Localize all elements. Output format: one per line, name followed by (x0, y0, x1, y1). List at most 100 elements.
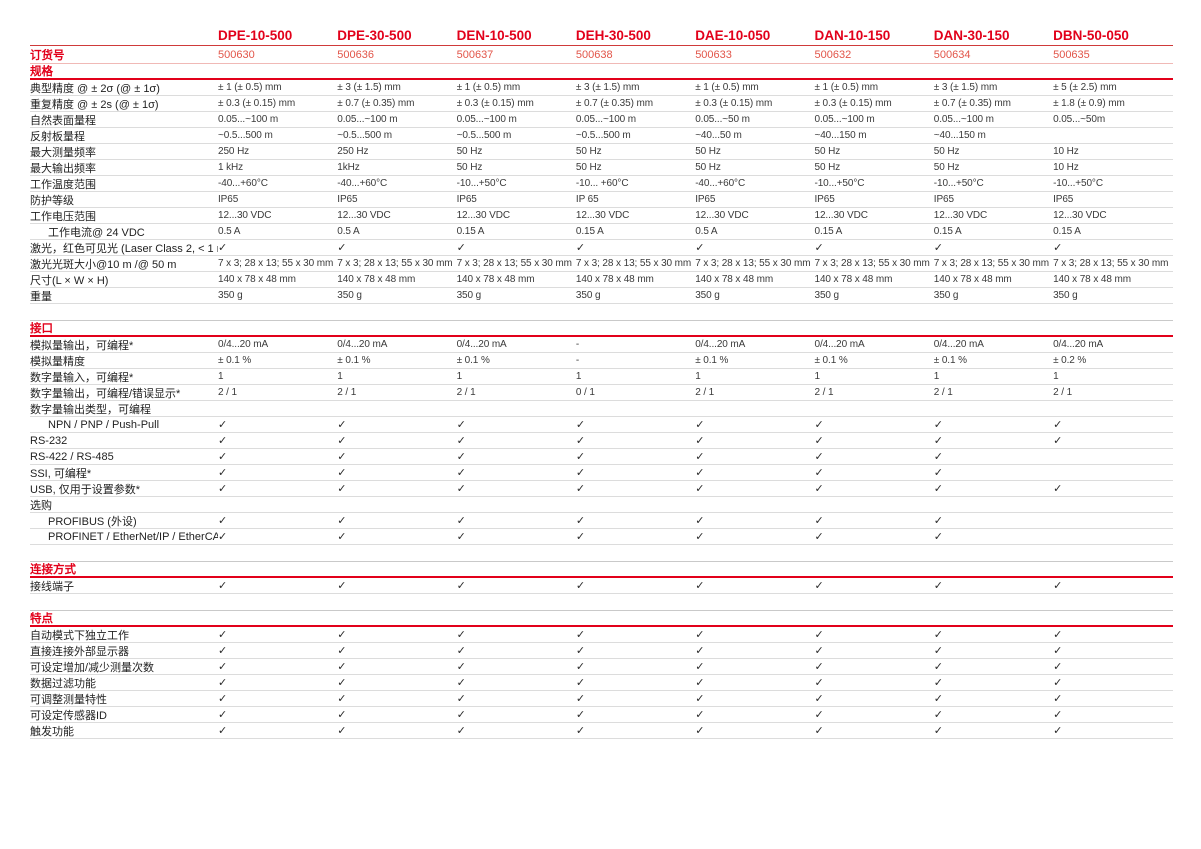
value-cell: 0.5 A (695, 226, 718, 237)
section-title: 规格 (30, 64, 1173, 80)
value-cell: 250 Hz (218, 146, 250, 157)
check-icon: ✓ (218, 693, 228, 705)
check-icon: ✓ (456, 709, 466, 721)
table-row: 激光光斑大小@10 m /@ 50 m 7 x 3; 28 x 13; 55 x … (30, 256, 1173, 272)
check-icon: ✓ (814, 693, 824, 705)
value-cell: 7 x 3; 28 x 13; 55 x 30 mm (575, 258, 692, 269)
row-label: 数据过滤功能 (30, 677, 96, 690)
check-icon: ✓ (456, 693, 466, 705)
value-cell: IP65 (218, 194, 239, 205)
check-icon: ✓ (1053, 629, 1063, 641)
check-icon: ✓ (814, 661, 824, 673)
check-icon: ✓ (575, 677, 586, 689)
row-label: 数字量输出类型，可编程 (30, 403, 151, 416)
column-header: DBN-50-050 (1053, 28, 1129, 43)
value-cell: 12...30 VDC (218, 210, 272, 221)
value-cell: 50 Hz (575, 162, 602, 173)
check-icon: ✓ (575, 661, 586, 673)
value-cell: 350 g (337, 290, 362, 301)
value-cell: 12...30 VDC (933, 210, 988, 221)
check-icon: ✓ (695, 419, 705, 431)
check-icon: ✓ (814, 709, 824, 721)
value-cell: ~40...150 m (814, 130, 867, 141)
row-label: 最大输出频率 (30, 162, 96, 175)
value-cell: 0.5 A (218, 226, 241, 237)
table-row: 工作电压范围 12...30 VDC 12...30 VDC 12...30 VDC 1… (30, 208, 1173, 224)
value-cell: IP65 (814, 194, 835, 205)
check-icon: ✓ (1053, 483, 1063, 495)
value-cell: ± 3 (± 1.5) mm (575, 82, 640, 93)
check-icon: ✓ (218, 483, 228, 495)
table-row: 可设定增加/减少测量次数 ✓ ✓ ✓ ✓ ✓ ✓ ✓ ✓ (30, 659, 1173, 675)
value-cell: 50 Hz (456, 162, 483, 173)
row-label: 自然表面量程 (30, 114, 96, 127)
check-icon: ✓ (218, 531, 228, 543)
table-row: 可调整测量特性 ✓ ✓ ✓ ✓ ✓ ✓ ✓ ✓ (30, 691, 1173, 707)
value-cell: ± 0.7 (± 0.35) mm (337, 98, 415, 109)
check-icon: ✓ (218, 661, 228, 673)
value-cell: ± 0.1 % (933, 355, 967, 366)
check-icon: ✓ (695, 580, 705, 592)
value-cell: IP65 (337, 194, 358, 205)
check-icon: ✓ (575, 693, 586, 705)
value-cell: -40...+60°C (218, 178, 268, 189)
check-icon: ✓ (933, 419, 943, 431)
value-cell: ± 0.1 % (695, 355, 729, 366)
value-cell: 350 g (575, 290, 601, 301)
value-cell: ± 0.3 (± 0.15) mm (695, 98, 773, 109)
row-label: 可设定增加/减少测量次数 (30, 661, 155, 674)
table-row: 数字量输出，可编程/错误显示* 2 / 1 2 / 1 2 / 1 0 / 1 2 / 1… (30, 385, 1173, 401)
value-cell: -10...+50°C (456, 178, 507, 189)
check-icon: ✓ (695, 709, 705, 721)
column-header-row: DPE-10-500 DPE-30-500 DEN-10-500 DEH-30-500… (30, 25, 1173, 45)
check-icon: ✓ (695, 467, 705, 479)
check-icon: ✓ (695, 693, 705, 705)
value-cell: 7 x 3; 28 x 13; 55 x 30 mm (814, 258, 930, 269)
check-icon: ✓ (933, 435, 943, 447)
row-label: RS-422 / RS-485 (30, 450, 114, 463)
order-number: 500636 (337, 48, 375, 61)
check-icon: ✓ (218, 677, 228, 689)
check-icon: ✓ (456, 629, 466, 641)
check-icon: ✓ (575, 580, 586, 592)
check-icon: ✓ (933, 709, 943, 721)
value-cell: 250 Hz (337, 146, 369, 157)
value-cell: 2 / 1 (814, 387, 834, 398)
value-cell: 2 / 1 (456, 387, 476, 398)
check-icon: ✓ (1053, 661, 1063, 673)
row-label: 可调整测量特性 (30, 693, 107, 706)
value-cell: ~0.5...500 m (218, 130, 273, 141)
value-cell: 140 x 78 x 48 mm (933, 274, 1012, 285)
check-icon: ✓ (337, 725, 347, 737)
table-row: 典型精度 @ ± 2σ (@ ± 1σ) ± 1 (± 0.5) mm ± 3 (±… (30, 80, 1173, 96)
check-icon: ✓ (218, 451, 228, 463)
value-cell: 0.15 A (814, 226, 843, 237)
check-icon: ✓ (456, 661, 466, 673)
row-label: 触发功能 (30, 725, 74, 738)
value-cell: 2 / 1 (218, 387, 237, 398)
row-label: 直接连接外部显示器 (30, 645, 129, 658)
check-icon: ✓ (456, 645, 466, 657)
table-row: 自动模式下独立工作 ✓ ✓ ✓ ✓ ✓ ✓ ✓ ✓ (30, 627, 1173, 643)
check-icon: ✓ (814, 580, 824, 592)
value-cell: 7 x 3; 28 x 13; 55 x 30 mm (218, 258, 334, 269)
value-cell: ~40...150 m (933, 130, 986, 141)
check-icon: ✓ (814, 483, 824, 495)
value-cell: 50 Hz (814, 162, 841, 173)
row-label: 接线端子 (30, 580, 74, 593)
value-cell: 7 x 3; 28 x 13; 55 x 30 mm (933, 258, 1050, 269)
check-icon: ✓ (456, 467, 466, 479)
row-label: 尺寸(L × W × H) (30, 274, 109, 287)
check-icon: ✓ (575, 629, 586, 641)
value-cell: 50 Hz (695, 162, 721, 173)
check-icon: ✓ (337, 419, 347, 431)
value-cell: 12...30 VDC (695, 210, 749, 221)
check-icon: ✓ (933, 242, 943, 254)
table-row: 自然表面量程 0.05...~100 m 0.05...~100 m 0.05...~… (30, 112, 1173, 128)
value-cell: 0/4...20 mA (695, 339, 746, 350)
value-cell: ± 0.1 % (218, 355, 252, 366)
value-cell: 2 / 1 (695, 387, 715, 398)
value-cell: 7 x 3; 28 x 13; 55 x 30 mm (1053, 258, 1169, 269)
value-cell: IP65 (1053, 194, 1074, 205)
value-cell: 7 x 3; 28 x 13; 55 x 30 mm (337, 258, 453, 269)
